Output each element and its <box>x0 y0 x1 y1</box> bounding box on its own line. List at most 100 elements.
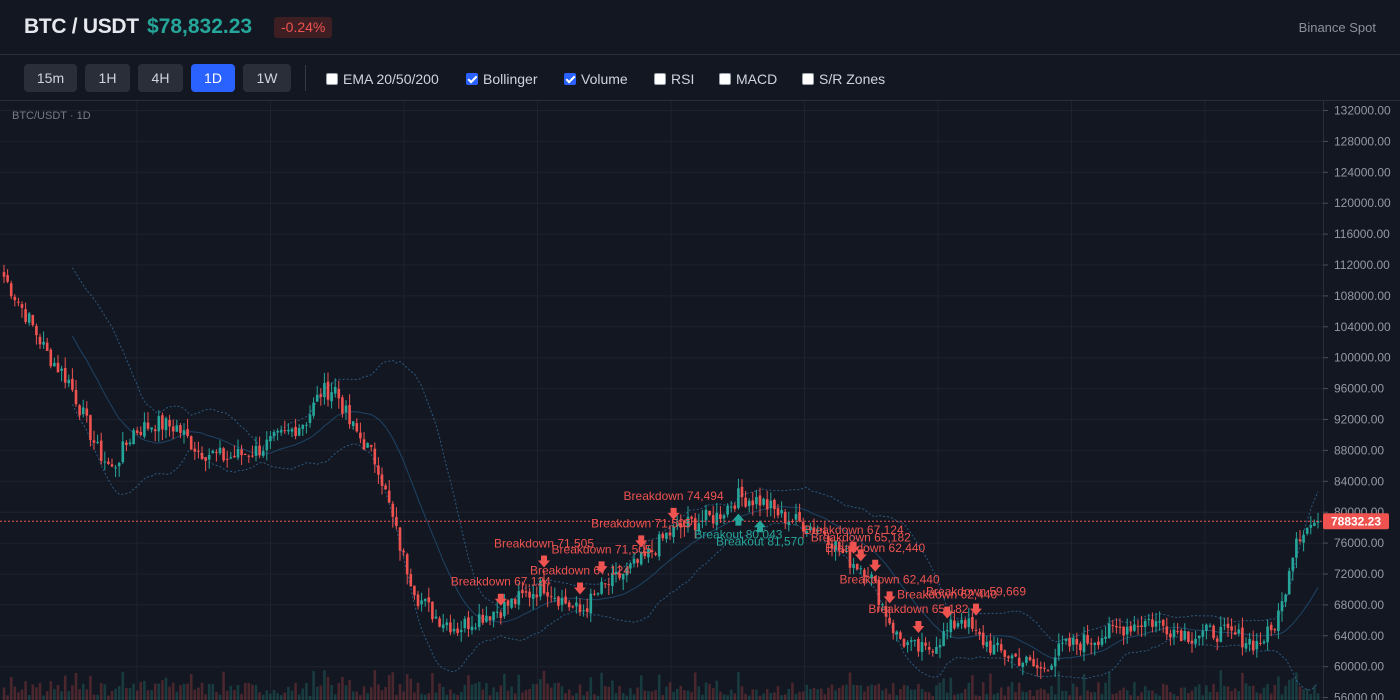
candle-body <box>470 626 474 631</box>
volume-bar <box>647 691 650 700</box>
candle-body <box>632 558 636 564</box>
volume-bar <box>1107 672 1111 700</box>
rsi-checkbox[interactable] <box>654 73 666 85</box>
volume-bar <box>675 688 679 700</box>
volume-bar <box>1043 689 1046 700</box>
volume-bar <box>992 694 996 700</box>
volume-bar <box>114 688 117 700</box>
candle-body <box>830 543 834 549</box>
volume-bar <box>326 676 330 700</box>
breakout-arrow-icon <box>754 520 766 533</box>
volume-bar <box>1269 693 1273 700</box>
candle-body <box>269 436 272 442</box>
volume-bar <box>960 693 963 700</box>
bollinger-checkbox[interactable] <box>466 73 478 85</box>
volume-bar <box>265 690 269 700</box>
volume-bar <box>1212 683 1215 700</box>
candle-body <box>456 628 459 634</box>
volume-bar <box>823 694 827 700</box>
volume-bar <box>107 695 110 700</box>
candle-body <box>866 575 870 578</box>
price-axis-tick-label: 96000.00 <box>1334 382 1384 396</box>
candle-body <box>1176 631 1179 633</box>
candle-body <box>1136 625 1140 627</box>
volume-bar <box>312 671 315 700</box>
breakdown-marker-label: Breakdown 71,505 <box>494 536 594 550</box>
candle-body <box>1093 642 1097 645</box>
volume-bar <box>672 691 675 700</box>
breakdown-marker-label: Breakdown 67,124 <box>451 575 551 589</box>
sr-zones-label: S/R Zones <box>819 71 886 87</box>
candle-body <box>297 427 301 436</box>
volume-bar <box>13 686 17 700</box>
volume-bar <box>441 686 445 700</box>
volume-bar <box>261 694 265 700</box>
timeframe-1d-button[interactable]: 1D <box>191 64 235 92</box>
timeframe-1h-button[interactable]: 1H <box>85 64 130 92</box>
volume-bar <box>297 694 301 700</box>
macd-checkbox[interactable] <box>719 73 731 85</box>
volume-bar <box>1291 678 1295 700</box>
volume-bar <box>557 682 560 700</box>
volume-bar <box>377 684 380 700</box>
volume-bar <box>917 683 920 700</box>
volume-bar <box>657 674 661 700</box>
volume-bar <box>369 687 373 700</box>
volume-bar <box>287 686 290 700</box>
sr-zones-checkbox[interactable] <box>802 73 814 85</box>
volume-bar <box>1071 683 1075 700</box>
candle-body <box>233 455 236 458</box>
candle-body <box>420 600 423 605</box>
volume-bar <box>765 689 769 700</box>
sr-zones-toggle[interactable]: S/R Zones <box>802 71 885 87</box>
volume-bar <box>492 687 495 700</box>
candle-body <box>758 495 762 506</box>
volume-bar <box>1205 685 1208 700</box>
candle-body <box>701 520 704 522</box>
candle-body <box>164 418 168 431</box>
price-axis-tick-label: 60000.00 <box>1334 660 1384 674</box>
ema-checkbox[interactable] <box>326 73 338 85</box>
volume-bar <box>949 677 953 700</box>
candle-body <box>783 511 787 524</box>
candle-body <box>452 628 456 632</box>
ema-toggle[interactable]: EMA 20/50/200 <box>326 71 439 87</box>
volume-bar <box>1010 682 1014 700</box>
volume-bar <box>45 691 49 700</box>
candle-body <box>459 629 463 633</box>
volume-bar <box>341 676 344 700</box>
breakdown-arrow-icon <box>635 535 648 548</box>
price-change-badge: -0.24% <box>274 17 333 38</box>
volume-bar <box>513 693 517 700</box>
volume-bar <box>974 695 978 700</box>
macd-toggle[interactable]: MACD <box>719 71 777 87</box>
candle-body <box>596 593 600 595</box>
timeframe-1w-button[interactable]: 1W <box>243 64 291 92</box>
candle-body <box>179 425 182 433</box>
timeframe-4h-button[interactable]: 4H <box>138 64 183 92</box>
candle-body <box>56 362 60 373</box>
price-chart[interactable]: 132000.00 128000.00 124000.00 120000.00 1160… <box>0 101 1400 700</box>
volume-bar <box>643 690 647 700</box>
timeframe-15m-button[interactable]: 15m <box>24 64 77 92</box>
volume-bar <box>186 683 189 700</box>
volume-toggle[interactable]: Volume <box>564 71 628 87</box>
volume-bar <box>708 683 711 700</box>
candle-body <box>449 622 452 633</box>
volume-bar <box>848 672 852 700</box>
price-axis-tick-label: 88000.00 <box>1334 443 1384 457</box>
rsi-toggle[interactable]: RSI <box>654 71 694 87</box>
volume-bar <box>53 689 56 700</box>
candle-body <box>1014 653 1017 657</box>
bollinger-toggle[interactable]: Bollinger <box>466 71 537 87</box>
chart-area[interactable]: 132000.00 128000.00 124000.00 120000.00 1160… <box>0 101 1400 700</box>
volume-bar <box>1298 686 1302 700</box>
candle-body <box>474 627 477 629</box>
candle-body <box>1233 632 1237 635</box>
volume-bar <box>218 694 222 700</box>
candle-body <box>157 416 161 432</box>
candle-body <box>366 443 369 448</box>
candle-body <box>89 415 92 441</box>
volume-bar <box>24 681 27 700</box>
volume-checkbox[interactable] <box>564 73 576 85</box>
